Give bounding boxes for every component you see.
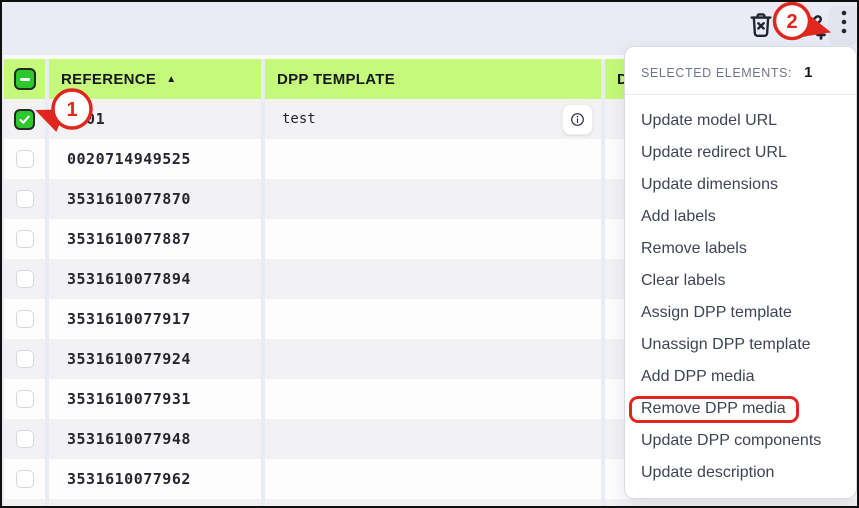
menu-item[interactable]: Add labels (625, 201, 856, 233)
menu-item[interactable]: Update model URL (625, 105, 856, 137)
select-all-checkbox[interactable] (13, 68, 36, 90)
column-header-dpp-template: DPP TEMPLATE (265, 59, 601, 99)
more-actions-button[interactable] (828, 6, 857, 45)
row-dpp-template-cell (265, 219, 601, 259)
row-checkbox[interactable] (15, 190, 34, 208)
row-checkbox[interactable] (15, 430, 34, 448)
row-dpp-template-cell (265, 259, 601, 299)
row-checkbox-cell (4, 179, 45, 219)
kebab-menu-icon (838, 8, 850, 43)
sort-asc-icon: ▲ (166, 73, 177, 85)
menu-item[interactable]: Update description (625, 457, 856, 489)
row-checkbox[interactable] (15, 310, 34, 328)
row-checkbox-cell (4, 459, 45, 499)
column-header-reference[interactable]: REFERENCE ▲ (49, 59, 261, 99)
row-checkbox-cell (4, 259, 45, 299)
menu-header: SELECTED ELEMENTS: 1 (625, 47, 856, 94)
row-checkbox-cell (4, 99, 45, 139)
row-checkbox[interactable] (15, 390, 34, 408)
menu-items-list: Update model URL Update redirect URL Upd… (625, 95, 856, 497)
column-header-dpp-template-label: DPP TEMPLATE (277, 70, 396, 88)
row-reference: 0020714949525 (49, 139, 261, 179)
menu-item-label: Unassign DPP template (641, 336, 811, 353)
row-reference: 3531610077887 (49, 219, 261, 259)
row-checkbox[interactable] (15, 350, 34, 368)
table-row: 3531610077917 (4, 299, 857, 339)
menu-item-label: Update DPP components (641, 432, 822, 449)
menu-item[interactable]: Assign DPP template (625, 297, 856, 329)
menu-item-label: Update model URL (641, 112, 778, 129)
column-header-truncated-label: D (617, 70, 629, 88)
select-all-cell (4, 59, 45, 99)
row-checkbox-cell (4, 339, 45, 379)
info-button[interactable] (562, 103, 593, 135)
selected-elements-count: 1 (804, 64, 813, 81)
info-icon (571, 112, 584, 126)
trash-x-icon (746, 10, 776, 45)
row-checkbox-cell (4, 419, 45, 459)
row-reference: 3531610077870 (49, 179, 261, 219)
row-reference: 3531610077894 (49, 259, 261, 299)
delete-selected-button[interactable] (745, 11, 777, 43)
row-checkbox-cell (4, 379, 45, 419)
pencil-plus-icon (796, 10, 829, 46)
row-reference: 3531610077948 (49, 419, 261, 459)
menu-item-label: Clear labels (641, 272, 726, 289)
row-reference: 0001 (49, 99, 261, 139)
row-dpp-template-cell (265, 299, 601, 339)
selected-elements-label: SELECTED ELEMENTS: (641, 65, 793, 80)
row-reference: 3531610077924 (49, 339, 261, 379)
menu-item[interactable]: Remove labels (625, 233, 856, 265)
row-dpp-template-cell (265, 339, 601, 379)
edit-selected-button[interactable] (794, 11, 830, 45)
row-dpp-template-cell (265, 459, 601, 499)
row-dpp-template-cell (265, 179, 601, 219)
row-checkbox[interactable] (15, 230, 34, 248)
row-checkbox[interactable] (14, 108, 35, 130)
column-header-reference-label: REFERENCE (61, 70, 157, 88)
row-reference: 3531610077917 (49, 299, 261, 339)
row-checkbox[interactable] (15, 150, 34, 168)
check-icon (19, 115, 30, 124)
row-dpp-template-cell: test (265, 99, 601, 139)
menu-item[interactable]: Update redirect URL (625, 137, 856, 169)
row-dpp-template-cell (265, 379, 601, 419)
menu-item[interactable]: Add DPP media (625, 361, 856, 393)
menu-item-label: Add labels (641, 208, 716, 225)
menu-item[interactable]: Clear labels (625, 265, 856, 297)
menu-item[interactable]: Unassign DPP template (625, 329, 856, 361)
menu-item-label: Update redirect URL (641, 144, 787, 161)
menu-item-label: Add DPP media (641, 368, 755, 385)
menu-item-label: Remove DPP media (629, 395, 799, 423)
menu-item[interactable]: Remove DPP media (625, 393, 856, 425)
row-checkbox[interactable] (15, 470, 34, 488)
row-reference: 3531610077931 (49, 379, 261, 419)
menu-item-label: Remove labels (641, 240, 747, 257)
row-checkbox-cell (4, 139, 45, 179)
row-dpp-template-cell (265, 139, 601, 179)
table-row-partial (4, 499, 857, 506)
menu-item[interactable]: Update dimensions (625, 169, 856, 201)
menu-item-label: Assign DPP template (641, 304, 792, 321)
table-top-strip (4, 55, 857, 59)
row-checkbox-cell (4, 299, 45, 339)
row-reference: 3531610077962 (49, 459, 261, 499)
menu-item-label: Update dimensions (641, 176, 778, 193)
row-checkbox-cell (4, 219, 45, 259)
menu-item-label: Update description (641, 464, 775, 481)
indeterminate-icon (19, 77, 30, 81)
row-checkbox[interactable] (15, 270, 34, 288)
menu-divider (625, 94, 856, 95)
bulk-actions-menu: SELECTED ELEMENTS: 1 Update model URL Up… (624, 46, 857, 499)
row-dpp-template: test (282, 111, 316, 127)
row-dpp-template-cell (265, 419, 601, 459)
menu-item[interactable]: Update DPP components (625, 425, 856, 457)
